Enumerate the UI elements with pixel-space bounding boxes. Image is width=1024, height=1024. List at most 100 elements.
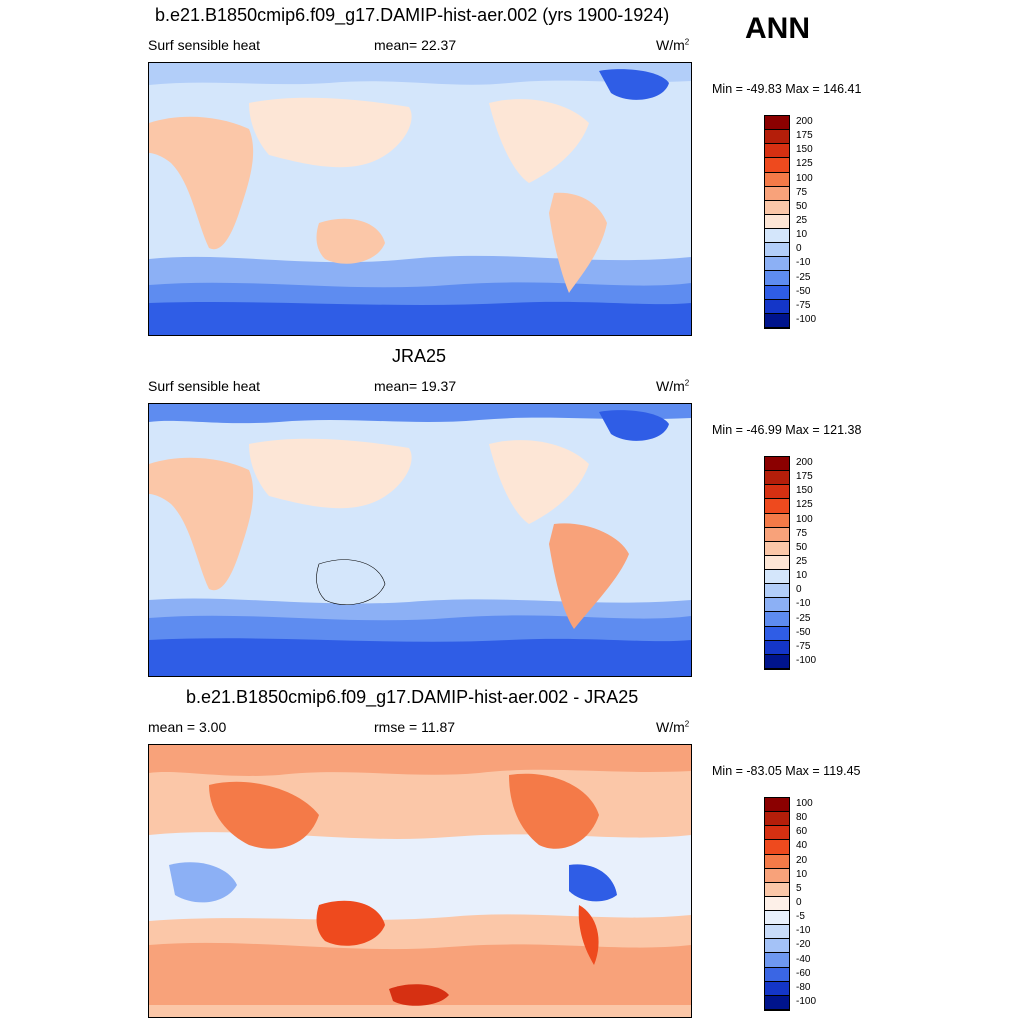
panel3-rmse: rmse = 11.87 — [374, 719, 456, 735]
colorbar-tick-label: 200 — [796, 457, 813, 469]
colorbar-tick-label: 50 — [796, 200, 808, 212]
colorbar-swatch — [765, 555, 789, 571]
colorbar-swatch — [765, 186, 789, 201]
colorbar-tick-label: 75 — [796, 527, 808, 539]
colorbar-swatch — [765, 513, 789, 528]
colorbar-tick-label: 175 — [796, 471, 813, 483]
colorbar-tick-label: -50 — [796, 626, 811, 638]
colorbar-swatch — [765, 271, 789, 286]
colorbar-tick-label: -100 — [796, 313, 817, 325]
panel1-colorbar — [764, 115, 790, 329]
colorbar-tick-label: 200 — [796, 116, 813, 128]
season-label: ANN — [745, 12, 810, 45]
colorbar-swatch — [765, 570, 789, 585]
colorbar-swatch — [765, 826, 789, 841]
colorbar-tick-label: 40 — [796, 840, 808, 852]
colorbar-swatch — [765, 812, 789, 827]
colorbar-tick-label: 20 — [796, 854, 808, 866]
colorbar-swatch — [765, 598, 789, 613]
colorbar-swatch — [765, 939, 789, 954]
colorbar-tick-label: -25 — [796, 271, 811, 283]
colorbar-tick-label: 25 — [796, 215, 808, 226]
colorbar-swatch — [765, 285, 789, 300]
colorbar-swatch — [765, 499, 789, 514]
colorbar-tick-label: -10 — [796, 925, 811, 937]
colorbar-tick-label: 125 — [796, 158, 813, 170]
panel1-title: b.e21.B1850cmip6.f09_g17.DAMIP-hist-aer.… — [155, 5, 670, 25]
colorbar-swatch — [765, 981, 789, 996]
colorbar-tick-label: 10 — [796, 229, 808, 241]
panel1-units: W/m2 — [656, 37, 690, 53]
colorbar-swatch — [765, 299, 789, 314]
colorbar-swatch — [765, 654, 789, 669]
colorbar-swatch — [765, 257, 789, 272]
colorbar-tick-label: -100 — [796, 654, 817, 666]
colorbar-swatch — [765, 640, 789, 655]
panel1-map — [148, 62, 692, 336]
colorbar-tick-label: -40 — [796, 953, 811, 965]
colorbar-tick-label: 150 — [796, 144, 813, 156]
panel2-colorbar — [764, 456, 790, 670]
colorbar-swatch — [765, 967, 789, 982]
colorbar-tick-label: 50 — [796, 541, 808, 553]
colorbar-swatch — [765, 229, 789, 244]
colorbar-tick-label: -75 — [796, 640, 811, 652]
colorbar-swatch — [765, 214, 789, 230]
colorbar-swatch — [765, 485, 789, 500]
panel3-title: b.e21.B1850cmip6.f09_g17.DAMIP-hist-aer.… — [186, 687, 639, 707]
colorbar-swatch — [765, 130, 789, 145]
panel2-variable: Surf sensible heat — [148, 378, 261, 394]
colorbar-tick-label: 100 — [796, 513, 813, 525]
colorbar-swatch — [765, 313, 789, 328]
colorbar-tick-label: 175 — [796, 130, 813, 142]
colorbar-tick-label: -20 — [796, 939, 811, 951]
panel3-units: W/m2 — [656, 719, 690, 735]
colorbar-tick-label: 100 — [796, 172, 813, 184]
colorbar-tick-label: -50 — [796, 285, 811, 297]
panel2-mean: mean= 19.37 — [374, 378, 457, 394]
colorbar-swatch — [765, 541, 789, 556]
panel3-map-svg — [149, 745, 691, 1017]
panel3-minmax: Min = -83.05 Max = 119.45 — [712, 764, 861, 778]
colorbar-tick-label: 80 — [796, 812, 808, 824]
colorbar-swatch — [765, 584, 789, 599]
panel2-title: JRA25 — [392, 346, 447, 366]
colorbar-swatch — [765, 626, 789, 641]
panel3-mean: mean = 3.00 — [148, 719, 227, 735]
colorbar-swatch — [765, 896, 789, 912]
colorbar-swatch — [765, 172, 789, 187]
colorbar-swatch — [765, 243, 789, 258]
colorbar-tick-label: 60 — [796, 826, 808, 838]
colorbar-tick-label: -5 — [796, 911, 805, 923]
panel2-map-svg — [149, 404, 691, 676]
colorbar-swatch — [765, 158, 789, 173]
colorbar-tick-label: 10 — [796, 868, 808, 880]
colorbar-tick-label: -75 — [796, 299, 811, 311]
colorbar-swatch — [765, 116, 789, 131]
colorbar-swatch — [765, 457, 789, 472]
colorbar-tick-label: 150 — [796, 485, 813, 497]
colorbar-swatch — [765, 840, 789, 855]
colorbar-tick-label: -60 — [796, 967, 811, 979]
colorbar-tick-label: 75 — [796, 186, 808, 198]
colorbar-swatch — [765, 144, 789, 159]
colorbar-swatch — [765, 854, 789, 869]
colorbar-tick-label: 100 — [796, 798, 813, 810]
panel3-colorbar — [764, 797, 790, 1011]
colorbar-tick-label: -10 — [796, 257, 811, 269]
colorbar-swatch — [765, 995, 789, 1010]
colorbar-swatch — [765, 925, 789, 940]
colorbar-tick-label: -25 — [796, 612, 811, 624]
panel1-variable: Surf sensible heat — [148, 37, 261, 53]
colorbar-swatch — [765, 953, 789, 968]
colorbar-swatch — [765, 868, 789, 883]
colorbar-tick-label: 10 — [796, 570, 808, 582]
panel1-map-svg — [149, 63, 691, 335]
panel3-map — [148, 744, 692, 1018]
colorbar-tick-label: 5 — [796, 882, 802, 894]
colorbar-tick-label: 125 — [796, 499, 813, 511]
colorbar-tick-label: 0 — [796, 584, 802, 596]
colorbar-swatch — [765, 527, 789, 542]
colorbar-tick-label: 0 — [796, 897, 802, 908]
colorbar-tick-label: 25 — [796, 556, 808, 567]
